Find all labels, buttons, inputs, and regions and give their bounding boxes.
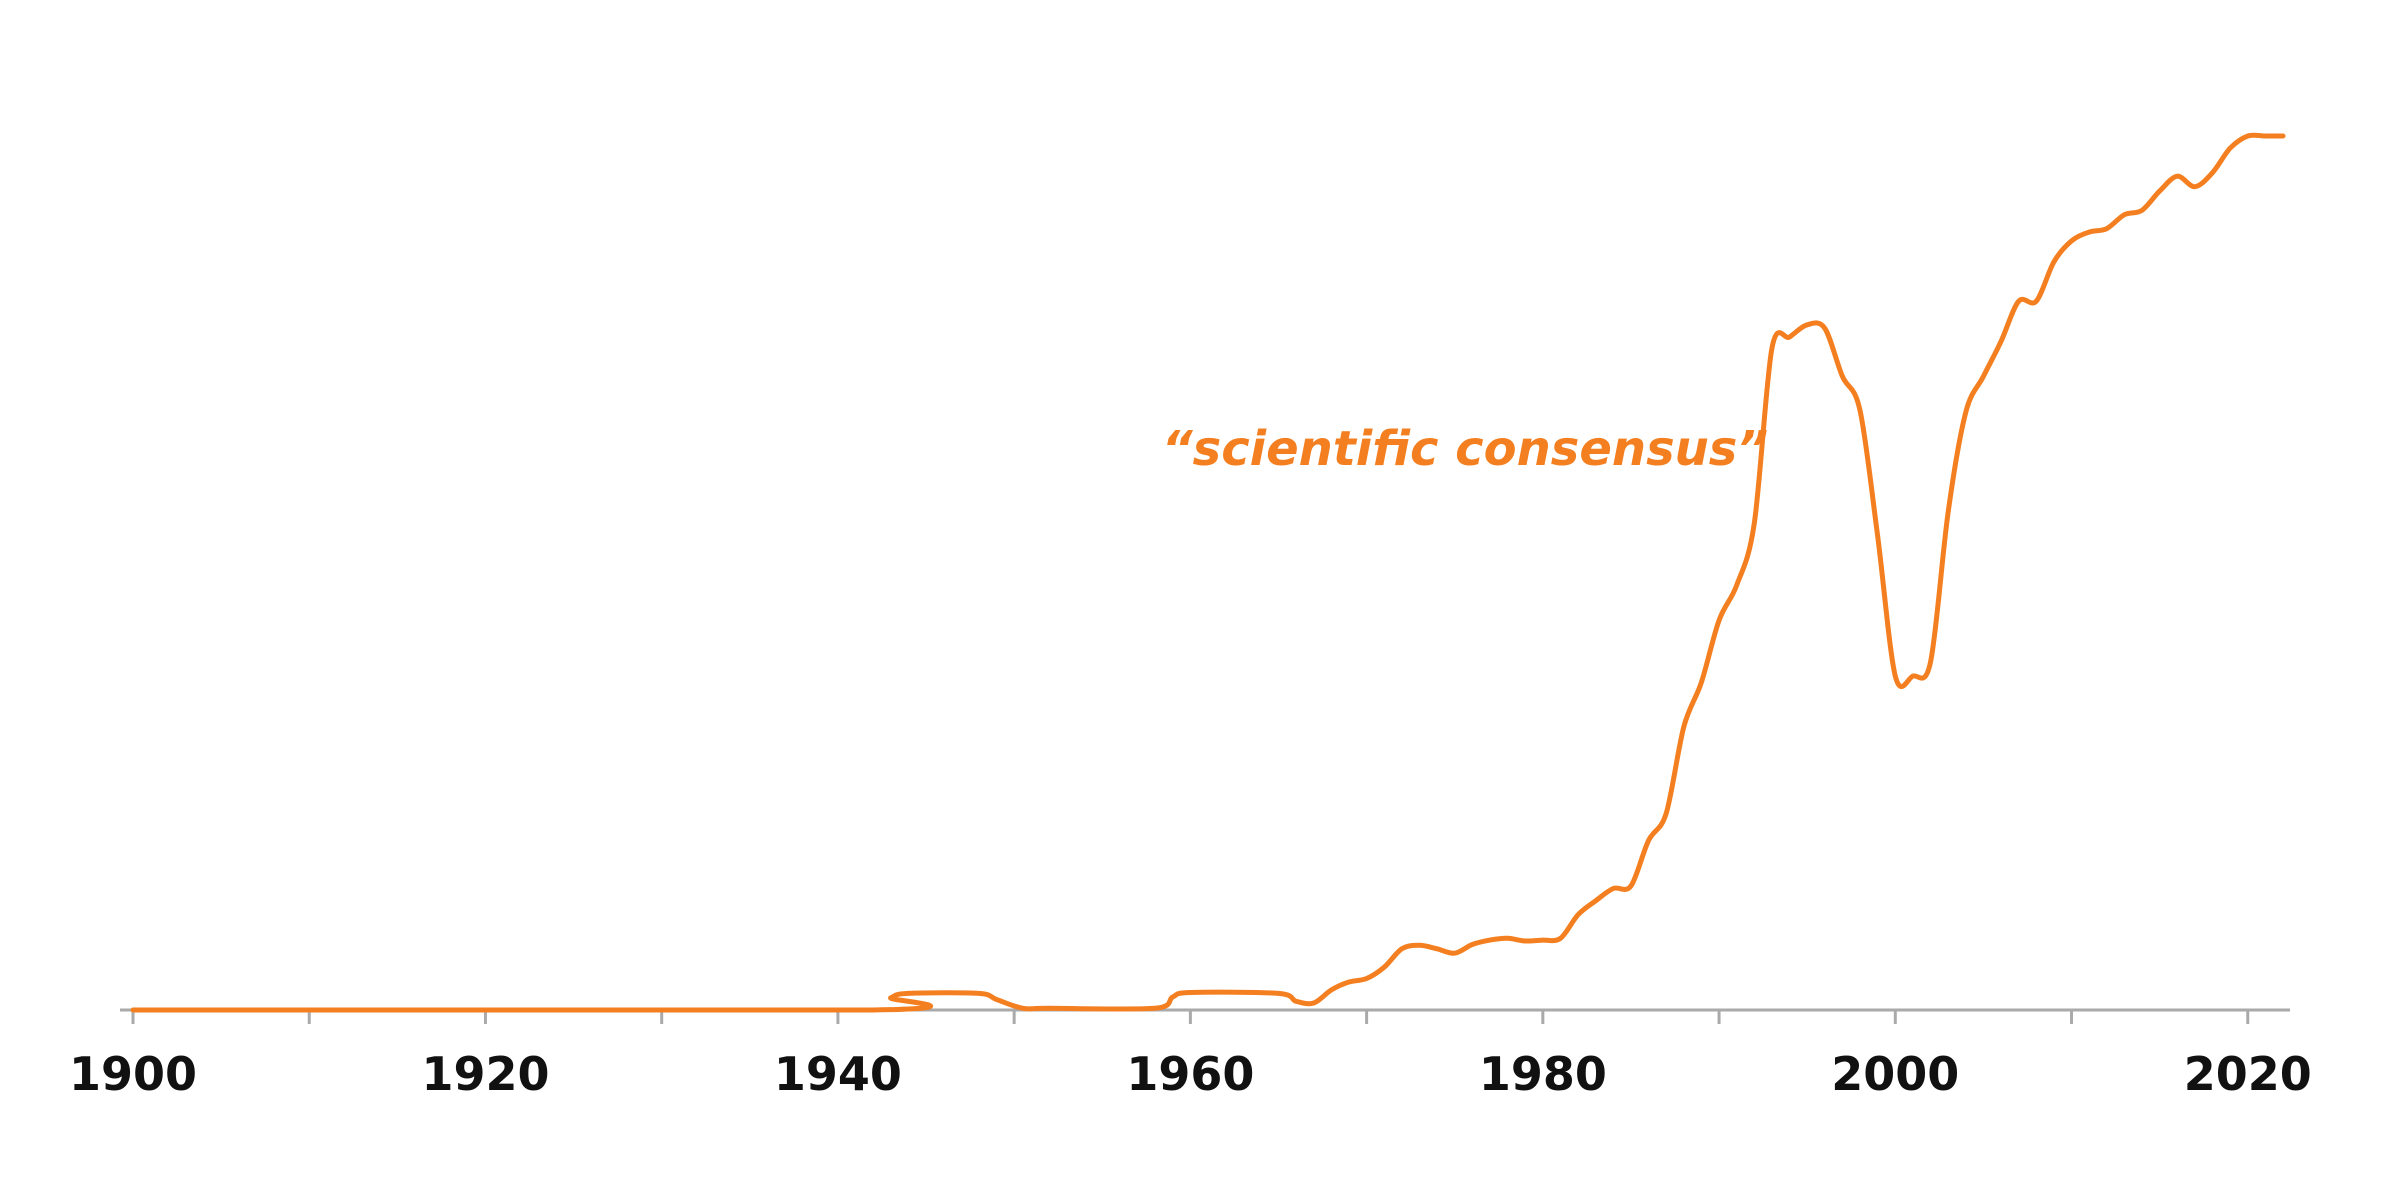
x-tick-label-2000: 2000: [1831, 1047, 1959, 1101]
plot-area: 1900 1920 1940 1960 1980 2000 2020 “scientific …: [69, 132, 2312, 1101]
x-tick-label-1940: 1940: [774, 1047, 902, 1101]
x-tick-label-1900: 1900: [69, 1047, 197, 1101]
x-tick-label-2020: 2020: [2184, 1047, 2312, 1101]
x-tick-label-1960: 1960: [1126, 1047, 1254, 1101]
x-tick-label-1980: 1980: [1479, 1047, 1607, 1101]
x-tick-label-1920: 1920: [421, 1047, 549, 1101]
series-line-0: [130, 132, 2286, 1013]
series-label-0: “scientific consensus”: [1162, 421, 1769, 477]
